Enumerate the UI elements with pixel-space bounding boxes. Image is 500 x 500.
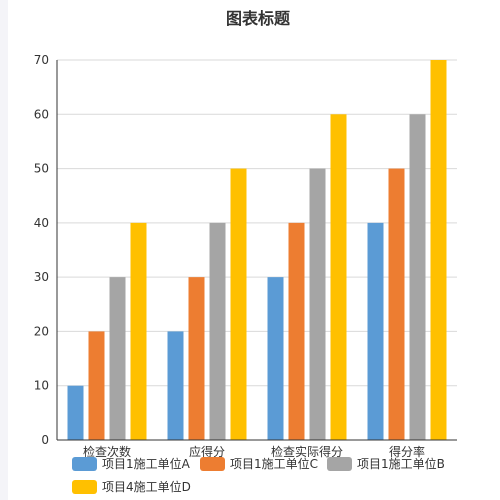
chart-title: 图表标题 (226, 9, 291, 28)
x-tick-label: 检查次数 (83, 444, 131, 459)
x-axis: 检查次数 应得分 检查实际得分 得分率 (57, 439, 457, 459)
bar (88, 331, 105, 440)
bar (109, 277, 126, 440)
legend-swatch[interactable] (327, 457, 352, 471)
x-tick-label: 检查实际得分 (271, 444, 343, 459)
bar (430, 60, 447, 440)
legend-swatch[interactable] (200, 457, 225, 471)
bar (67, 385, 84, 440)
x-tick-label: 应得分 (189, 444, 225, 459)
y-tick-label: 20 (34, 324, 49, 338)
bar (230, 168, 247, 441)
bar (409, 114, 426, 441)
y-tick-label: 10 (34, 379, 49, 393)
legend-swatch[interactable] (72, 457, 97, 471)
y-tick-label: 30 (34, 270, 49, 284)
bar (288, 222, 305, 440)
y-axis: 0 10 20 30 40 50 60 70 (34, 53, 58, 447)
legend-label[interactable]: 项目1施工单位C (230, 456, 318, 471)
y-tick-label: 60 (34, 107, 49, 121)
bar (330, 114, 347, 441)
y-tick-label: 70 (34, 53, 49, 67)
bar (267, 277, 284, 440)
bar (130, 222, 147, 440)
bar (188, 277, 205, 440)
y-tick-label: 40 (34, 216, 49, 230)
bar (309, 168, 326, 441)
legend: 项目1施工单位A 项目1施工单位C 项目1施工单位B 项目4施工单位D (72, 456, 445, 494)
legend-label[interactable]: 项目1施工单位A (102, 456, 191, 471)
legend-swatch[interactable] (72, 480, 97, 494)
bar (367, 222, 384, 440)
legend-label[interactable]: 项目1施工单位B (357, 456, 445, 471)
x-tick-label: 得分率 (389, 444, 425, 459)
y-tick-label: 50 (34, 162, 49, 176)
y-tick-label: 0 (41, 433, 49, 447)
bar (209, 222, 226, 440)
legend-label[interactable]: 项目4施工单位D (102, 479, 191, 494)
bar (388, 168, 405, 441)
bar (167, 331, 184, 440)
bars (67, 60, 447, 441)
